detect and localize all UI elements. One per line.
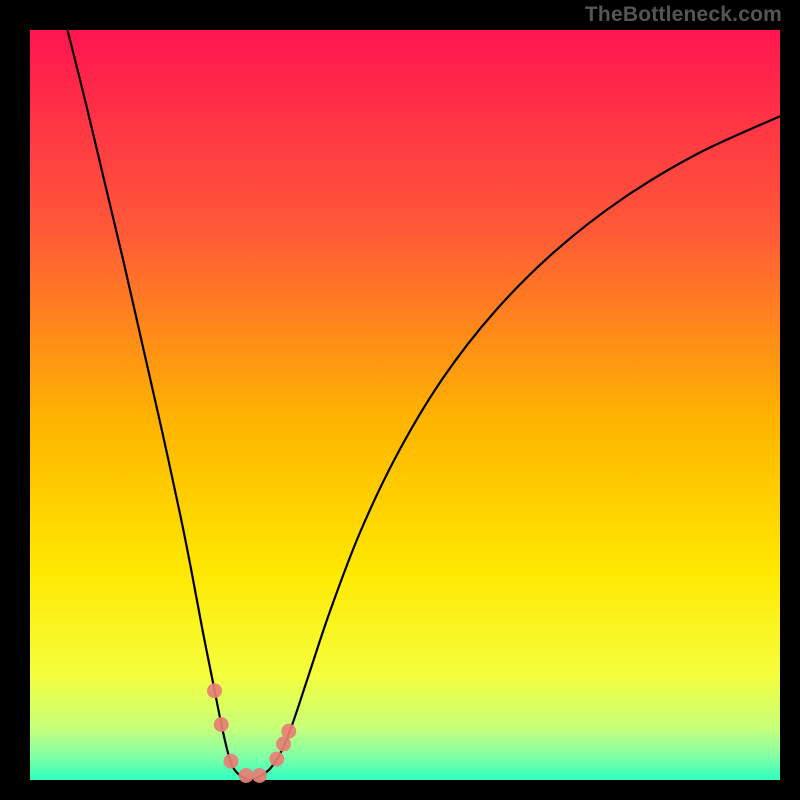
data-marker [252,768,267,783]
data-marker [224,754,239,769]
data-marker [207,683,222,698]
data-marker [269,752,284,767]
curves-svg [30,30,780,780]
marker-group [207,683,296,783]
plot-gradient-area [30,30,780,780]
data-marker [214,717,229,732]
watermark-text: TheBottleneck.com [585,3,782,27]
curve-left-branch [68,30,250,780]
data-marker [281,724,296,739]
curve-right-branch [249,116,780,780]
data-marker [239,768,254,783]
